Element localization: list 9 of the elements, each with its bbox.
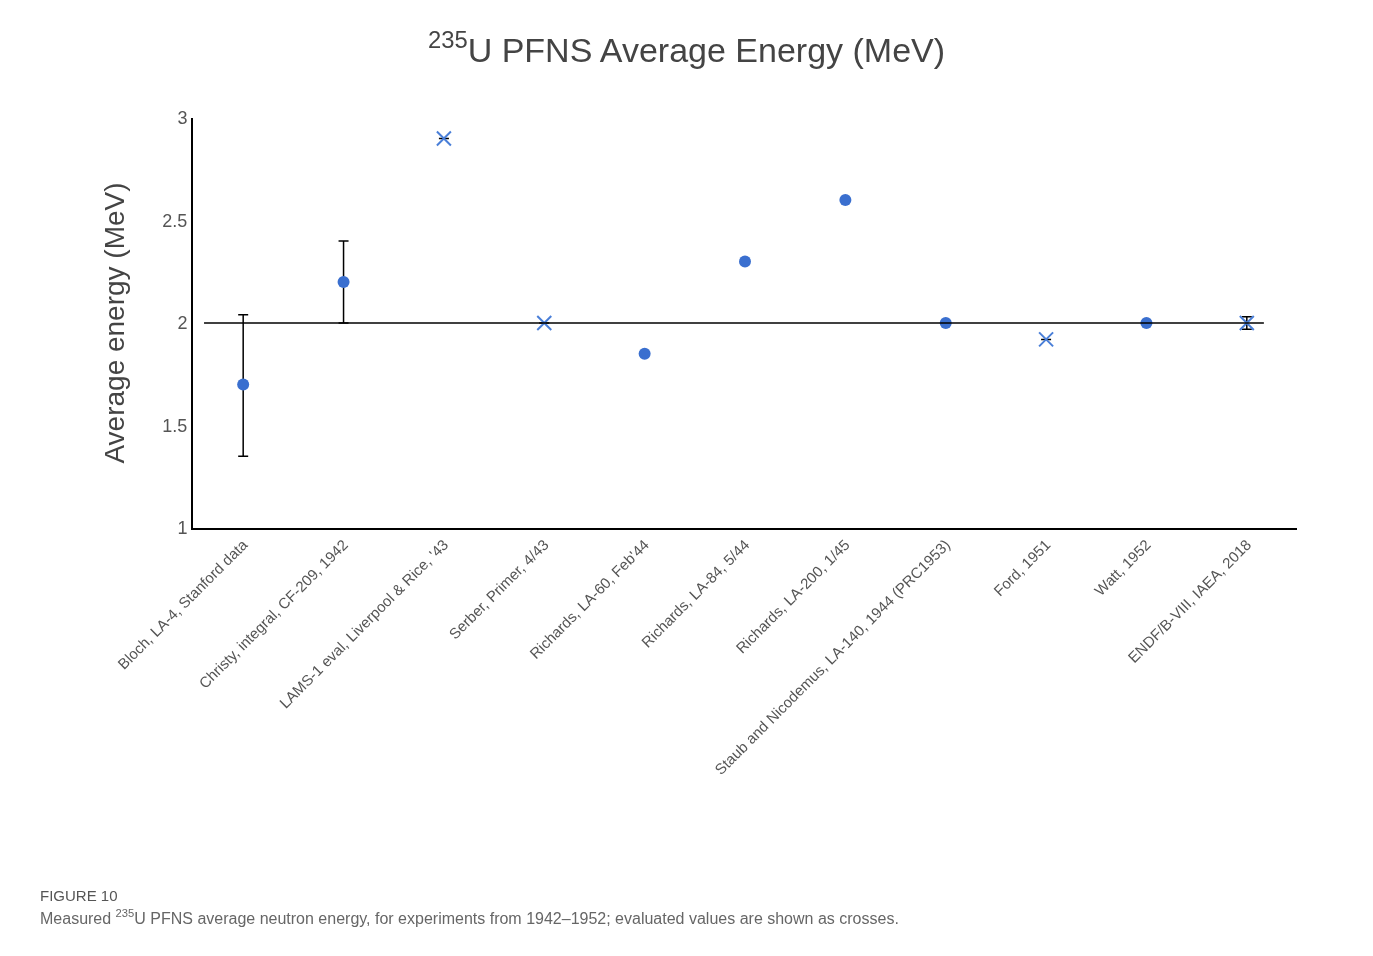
- caption: FIGURE 10: [40, 887, 118, 904]
- y-tick-label: 2: [177, 313, 188, 334]
- chart-title: $^{235}$U PFNS Average Energy (MeV): [427, 25, 946, 70]
- y-tick-label: 1: [177, 518, 188, 539]
- y-axis-title: Average energy (MeV): [98, 182, 130, 464]
- y-tick-label: 3: [177, 108, 188, 129]
- y-tick-label: 2.5: [162, 210, 188, 231]
- y-tick-label: 1.5: [162, 415, 188, 436]
- text: Measured $^{235}$U PFNS average neutron energy, for experiments from 1942–1952; evaluated values are shown as crosses.: [40, 907, 899, 927]
